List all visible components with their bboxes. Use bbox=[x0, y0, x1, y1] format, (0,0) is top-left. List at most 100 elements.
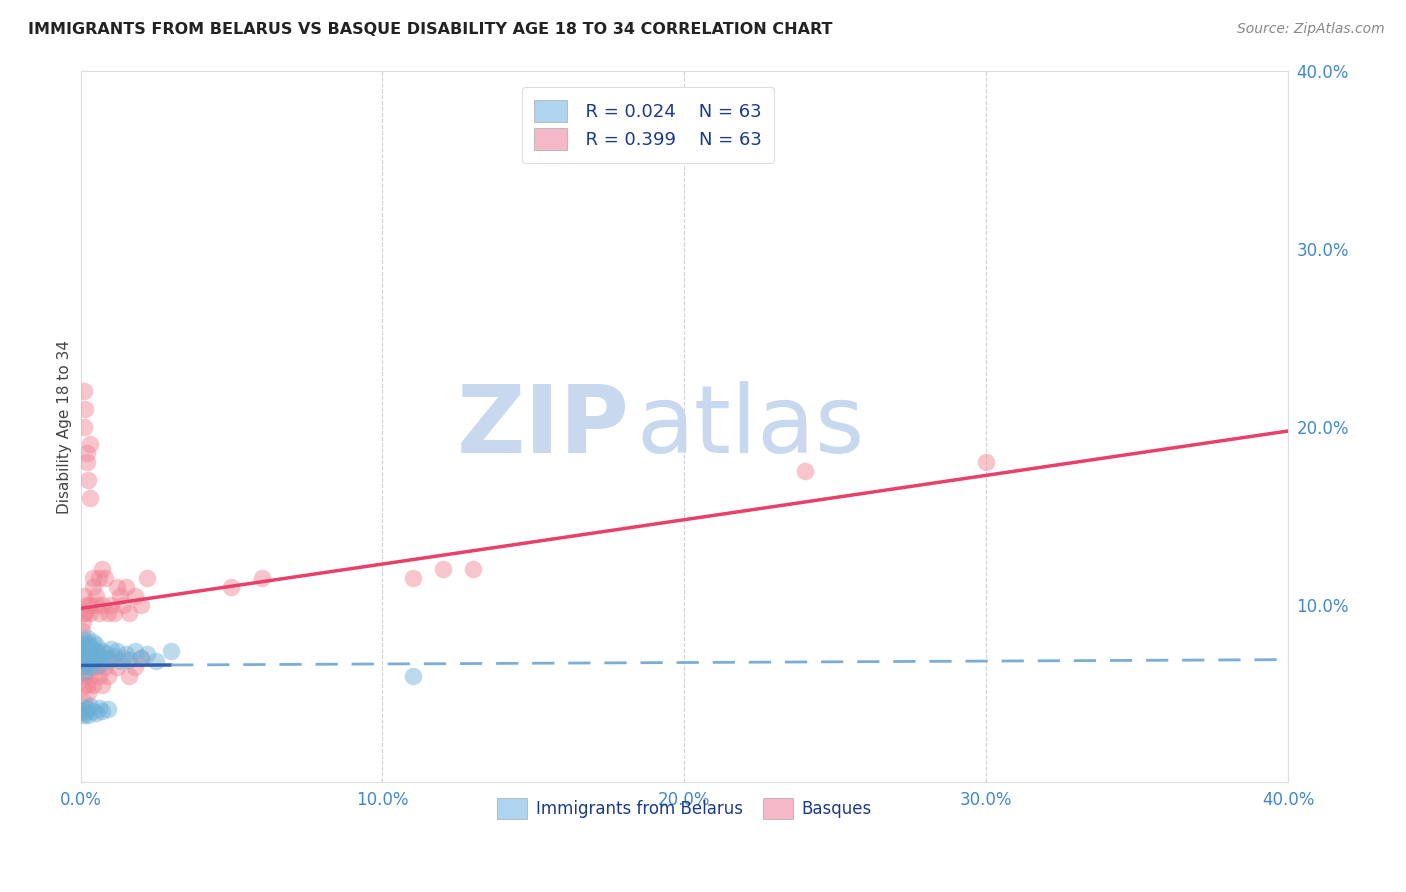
Point bbox=[72, 384, 94, 399]
Point bbox=[79, 437, 101, 451]
Point bbox=[73, 607, 96, 621]
Point bbox=[72, 642, 94, 657]
Point bbox=[93, 571, 115, 585]
Point bbox=[82, 571, 104, 585]
Point bbox=[72, 589, 94, 603]
Point bbox=[84, 589, 107, 603]
Point bbox=[72, 615, 94, 630]
Point bbox=[90, 644, 112, 658]
Point bbox=[82, 635, 104, 649]
Point bbox=[129, 598, 152, 612]
Point bbox=[87, 571, 110, 585]
Point bbox=[82, 651, 104, 665]
Point bbox=[90, 651, 112, 665]
Text: Source: ZipAtlas.com: Source: ZipAtlas.com bbox=[1237, 22, 1385, 37]
Point bbox=[73, 646, 96, 660]
Point bbox=[90, 598, 112, 612]
Point bbox=[77, 707, 100, 722]
Point bbox=[79, 698, 101, 713]
Point bbox=[77, 686, 100, 700]
Point bbox=[87, 700, 110, 714]
Point bbox=[76, 644, 98, 658]
Point bbox=[76, 642, 98, 657]
Point bbox=[76, 446, 98, 460]
Point bbox=[79, 646, 101, 660]
Point bbox=[108, 589, 131, 603]
Text: ZIP: ZIP bbox=[457, 381, 630, 473]
Point bbox=[76, 677, 98, 691]
Point bbox=[72, 707, 94, 722]
Point bbox=[79, 598, 101, 612]
Point bbox=[77, 473, 100, 487]
Point bbox=[82, 642, 104, 657]
Point bbox=[73, 401, 96, 416]
Point bbox=[97, 668, 120, 682]
Point bbox=[72, 704, 94, 718]
Point bbox=[73, 649, 96, 664]
Point bbox=[135, 571, 157, 585]
Point bbox=[432, 562, 454, 576]
Point bbox=[77, 640, 100, 655]
Point bbox=[73, 677, 96, 691]
Point bbox=[70, 660, 93, 674]
Point bbox=[118, 653, 141, 667]
Point bbox=[124, 660, 146, 674]
Point bbox=[160, 644, 183, 658]
Point bbox=[124, 589, 146, 603]
Point bbox=[79, 649, 101, 664]
Text: atlas: atlas bbox=[636, 381, 865, 473]
Point bbox=[72, 695, 94, 709]
Point bbox=[105, 644, 128, 658]
Point bbox=[461, 562, 484, 576]
Point bbox=[73, 640, 96, 655]
Point bbox=[77, 651, 100, 665]
Point bbox=[401, 668, 423, 682]
Point bbox=[250, 571, 273, 585]
Point bbox=[87, 607, 110, 621]
Point bbox=[72, 648, 94, 662]
Point bbox=[76, 702, 98, 716]
Point bbox=[90, 677, 112, 691]
Point bbox=[76, 657, 98, 671]
Point bbox=[105, 660, 128, 674]
Point bbox=[79, 491, 101, 505]
Point bbox=[84, 660, 107, 674]
Point bbox=[76, 648, 98, 662]
Point bbox=[84, 644, 107, 658]
Point bbox=[84, 598, 107, 612]
Point bbox=[82, 704, 104, 718]
Point bbox=[97, 607, 120, 621]
Point bbox=[82, 677, 104, 691]
Point bbox=[145, 655, 167, 669]
Point bbox=[79, 660, 101, 674]
Point bbox=[93, 646, 115, 660]
Point bbox=[129, 651, 152, 665]
Point bbox=[974, 455, 997, 469]
Point bbox=[79, 668, 101, 682]
Point bbox=[72, 655, 94, 669]
Point bbox=[100, 651, 122, 665]
Point bbox=[70, 660, 93, 674]
Point bbox=[72, 637, 94, 651]
Point bbox=[124, 644, 146, 658]
Y-axis label: Disability Age 18 to 34: Disability Age 18 to 34 bbox=[58, 340, 72, 514]
Point bbox=[93, 660, 115, 674]
Point bbox=[111, 598, 134, 612]
Point bbox=[76, 637, 98, 651]
Point bbox=[87, 658, 110, 673]
Point bbox=[84, 653, 107, 667]
Point bbox=[97, 653, 120, 667]
Point bbox=[114, 580, 136, 594]
Point bbox=[97, 702, 120, 716]
Text: IMMIGRANTS FROM BELARUS VS BASQUE DISABILITY AGE 18 TO 34 CORRELATION CHART: IMMIGRANTS FROM BELARUS VS BASQUE DISABI… bbox=[28, 22, 832, 37]
Point bbox=[76, 455, 98, 469]
Point bbox=[79, 655, 101, 669]
Point bbox=[72, 607, 94, 621]
Point bbox=[87, 668, 110, 682]
Point bbox=[73, 653, 96, 667]
Point bbox=[76, 632, 98, 646]
Point bbox=[73, 419, 96, 434]
Point bbox=[79, 607, 101, 621]
Point bbox=[105, 580, 128, 594]
Point bbox=[221, 580, 243, 594]
